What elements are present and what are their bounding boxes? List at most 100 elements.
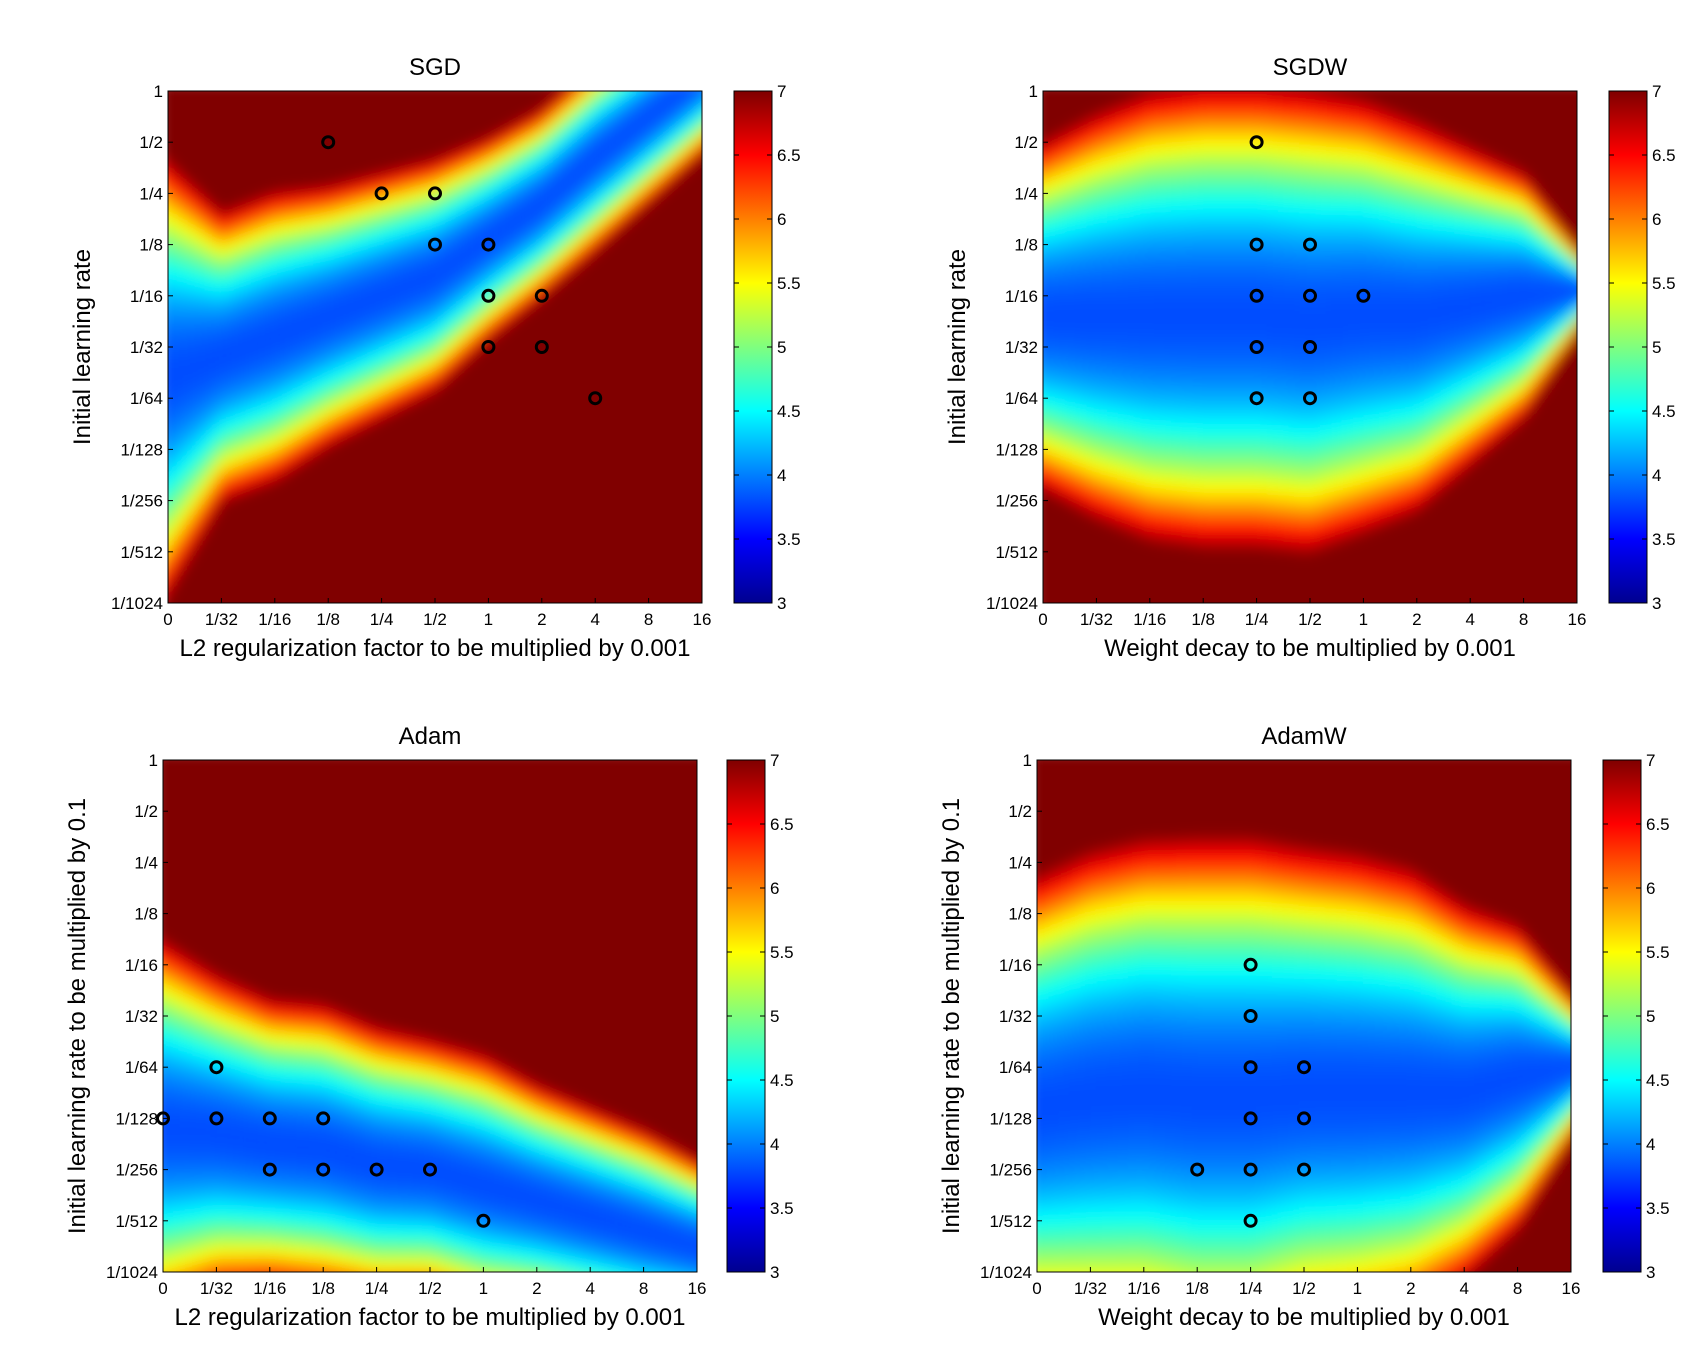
y-tick-label: 1/512	[989, 1212, 1032, 1231]
y-tick-label: 1/32	[125, 1007, 158, 1026]
panel-title: SGDW	[1273, 54, 1348, 81]
colorbar-tick-label: 6.5	[1646, 815, 1670, 834]
y-tick-label: 1/2	[1008, 802, 1032, 821]
best-point-marker	[1356, 288, 1371, 303]
colorbar-tick-label: 3	[770, 1263, 779, 1282]
x-tick-label: 2	[1406, 1279, 1415, 1298]
panel-sgd: 0 1/32 1/16 1/8 1/4 1/2 1 2 4 8 16 1 1/2 1/4 1/8 1/16 1/…	[69, 54, 801, 662]
y-tick-label: 1/2	[134, 802, 158, 821]
x-tick-label: 1/4	[365, 1279, 389, 1298]
y-tick-label: 1/128	[995, 440, 1038, 459]
best-point-marker	[321, 135, 336, 150]
y-tick-label: 1/16	[130, 287, 163, 306]
best-point-marker	[1303, 391, 1317, 406]
best-point-marker	[423, 1162, 437, 1177]
colorbar-tick-label: 4.5	[1646, 1071, 1670, 1090]
x-axis-title: L2 regularization factor to be multiplie…	[175, 1304, 686, 1331]
x-tick-label: 1/2	[418, 1279, 442, 1298]
best-point-marker	[1249, 391, 1264, 406]
colorbar-tick-label: 7	[1652, 82, 1661, 101]
colorbar	[733, 90, 773, 604]
best-point-marker	[262, 1111, 277, 1126]
best-point-marker	[481, 340, 496, 354]
colorbar-tick-label: 6.5	[770, 815, 794, 834]
y-axis-title: Initial learning rate to be multiplied b…	[938, 798, 965, 1234]
panel-adam: 0 1/32 1/16 1/8 1/4 1/2 1 2 4 8 16 1 1/2 1/4 1/8 1/16 1/…	[64, 723, 794, 1331]
y-tick-label: 1/64	[999, 1058, 1032, 1077]
colorbar-tick-label: 3.5	[777, 530, 801, 549]
y-axis-title: Initial learning rate	[944, 249, 971, 445]
best-point-marker	[534, 288, 549, 303]
best-point-marker	[481, 288, 496, 303]
heatmap-cells	[1037, 760, 1571, 1272]
x-tick-label: 4	[1465, 610, 1474, 629]
x-axis-title: Weight decay to be multiplied by 0.001	[1098, 1304, 1510, 1331]
y-tick-label: 1/2	[1014, 133, 1038, 152]
best-point-marker	[262, 1162, 277, 1177]
x-tick-label: 8	[1519, 610, 1528, 629]
best-point-marker	[1297, 1060, 1311, 1075]
best-point-marker	[481, 237, 496, 252]
x-tick-label: 0	[1038, 610, 1047, 629]
colorbar	[726, 759, 766, 1273]
y-tick-label: 1/256	[995, 492, 1038, 511]
best-point-marker	[428, 186, 442, 201]
x-tick-label: 1/4	[1245, 610, 1269, 629]
colorbar-tick-label: 3	[1646, 1263, 1655, 1282]
colorbar-tick-label: 3.5	[1646, 1199, 1670, 1218]
panel-adamw: 0 1/32 1/16 1/8 1/4 1/2 1 2 4 8 16 1 1/2 1/4 1/8 1/16 1/…	[938, 723, 1670, 1331]
colorbar-tick-label: 7	[777, 82, 786, 101]
colorbar-tick-label: 4	[770, 1135, 779, 1154]
y-tick-label: 1/512	[120, 543, 163, 562]
colorbar-tick-label: 7	[770, 751, 779, 770]
best-point-marker	[209, 1111, 224, 1126]
y-tick-label: 1	[1023, 751, 1032, 770]
colorbar-tick-label: 6	[770, 879, 779, 898]
y-tick-label: 1/32	[130, 338, 163, 357]
x-tick-label: 1/2	[423, 610, 447, 629]
best-point-marker	[1297, 1162, 1311, 1177]
best-point-marker	[316, 1111, 331, 1126]
x-tick-label: 4	[585, 1279, 594, 1298]
y-tick-label: 1/2	[139, 133, 163, 152]
y-tick-label: 1/64	[130, 389, 163, 408]
x-tick-label: 1/16	[258, 610, 291, 629]
panel-title: SGD	[409, 54, 461, 81]
x-tick-label: 1/32	[200, 1279, 233, 1298]
colorbar-tick-label: 3	[777, 594, 786, 613]
x-tick-label: 1/16	[1127, 1279, 1160, 1298]
x-tick-label: 1/8	[311, 1279, 335, 1298]
y-tick-label: 1	[149, 751, 158, 770]
heatmap-cells	[163, 760, 697, 1272]
x-tick-label: 0	[1032, 1279, 1041, 1298]
colorbar-tick-label: 5	[1646, 1007, 1655, 1026]
colorbar	[1608, 90, 1648, 604]
colorbar-tick-label: 4	[1652, 466, 1661, 485]
y-tick-label: 1	[1029, 82, 1038, 101]
panel-sgdw: 0 1/32 1/16 1/8 1/4 1/2 1 2 4 8 16 1 1/2 1/4 1/8 1/16 1/…	[944, 54, 1676, 662]
best-point-marker	[428, 237, 442, 252]
colorbar	[1602, 759, 1642, 1273]
y-tick-label: 1/256	[120, 492, 163, 511]
y-tick-label: 1/16	[1005, 287, 1038, 306]
best-point-marker	[1249, 340, 1264, 354]
colorbar-tick-label: 7	[1646, 751, 1655, 770]
x-tick-label: 1	[484, 610, 493, 629]
x-tick-label: 1/4	[370, 610, 394, 629]
x-tick-label: 16	[1568, 610, 1587, 629]
y-tick-label: 1/512	[995, 543, 1038, 562]
y-tick-label: 1/1024	[986, 594, 1038, 613]
x-tick-label: 8	[1513, 1279, 1522, 1298]
y-tick-label: 1/16	[999, 956, 1032, 975]
x-tick-label: 1	[1359, 610, 1368, 629]
y-tick-label: 1/4	[134, 853, 158, 872]
colorbar-tick-label: 3	[1652, 594, 1661, 613]
x-tick-label: 0	[158, 1279, 167, 1298]
best-point-marker	[369, 1162, 384, 1177]
x-tick-label: 2	[537, 610, 546, 629]
heatmap-cells	[1043, 91, 1577, 603]
panel-title: Adam	[399, 723, 462, 750]
best-point-marker	[534, 340, 549, 354]
best-point-marker	[1243, 957, 1258, 972]
y-tick-label: 1/128	[989, 1109, 1032, 1128]
